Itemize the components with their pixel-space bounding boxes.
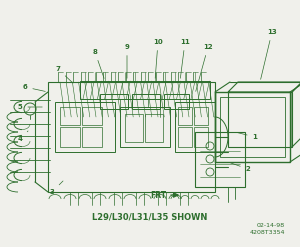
Text: 2: 2 <box>231 163 250 172</box>
Bar <box>178 127 192 147</box>
Bar <box>228 92 292 147</box>
Text: 6: 6 <box>22 84 45 91</box>
Bar <box>220 97 285 157</box>
Text: 9: 9 <box>124 44 129 78</box>
Bar <box>100 94 128 109</box>
Bar <box>132 94 160 109</box>
Bar <box>215 92 290 162</box>
Text: 12: 12 <box>196 44 213 91</box>
Text: 7: 7 <box>56 66 73 83</box>
Bar <box>145 114 163 142</box>
Text: 11: 11 <box>180 39 190 78</box>
Bar <box>60 107 80 125</box>
Bar <box>194 127 208 147</box>
Bar <box>178 107 192 125</box>
Bar <box>60 127 80 147</box>
Bar <box>194 107 208 125</box>
Bar <box>82 127 102 147</box>
Text: 02-14-98
4208T3354: 02-14-98 4208T3354 <box>250 223 285 235</box>
Bar <box>164 94 189 109</box>
Bar <box>195 132 245 187</box>
Text: L29/L30/L31/L35 SHOWN: L29/L30/L31/L35 SHOWN <box>92 212 208 222</box>
Bar <box>82 107 102 125</box>
Text: 10: 10 <box>153 39 163 78</box>
Bar <box>55 102 115 152</box>
Bar <box>48 82 215 192</box>
Bar <box>120 107 170 147</box>
Text: 3: 3 <box>50 181 63 195</box>
Bar <box>125 114 143 142</box>
Text: FRT: FRT <box>150 190 166 200</box>
Text: 1: 1 <box>238 133 257 140</box>
Text: 13: 13 <box>261 29 277 79</box>
Text: 5: 5 <box>18 104 42 110</box>
Bar <box>80 81 210 99</box>
Bar <box>175 102 215 152</box>
Text: 8: 8 <box>93 49 104 78</box>
Text: 4: 4 <box>17 131 28 142</box>
